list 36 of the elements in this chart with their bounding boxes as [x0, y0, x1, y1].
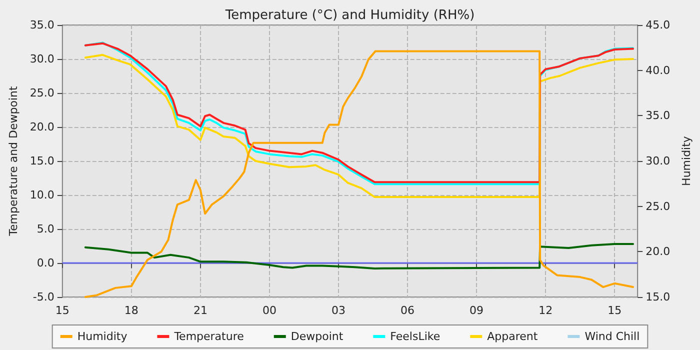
y-tick-label: 35.0	[30, 18, 54, 32]
y2-tick-label: 20.0	[646, 245, 670, 258]
legend-label: Dewpoint	[290, 330, 344, 343]
x-tick-label: 15	[55, 304, 70, 317]
y-axis-title: Temperature and Dewpoint	[7, 85, 20, 237]
legend-label: Wind Chill	[584, 330, 640, 343]
legend-label: Temperature	[173, 330, 244, 343]
y2-axis-title: Humidity	[680, 136, 693, 186]
y-tick-label: 5.0	[36, 222, 54, 236]
y2-tick-label: 35.0	[646, 109, 670, 122]
line-series	[84, 50, 634, 298]
y-tick-label: 20.0	[30, 120, 54, 134]
y2-tick-label: 45.0	[646, 18, 670, 32]
legend-label: FeelsLike	[390, 330, 440, 343]
y2-tick-label: 40.0	[646, 64, 670, 77]
x-tick-label: 15	[608, 304, 622, 317]
y-tick-label: 10.0	[30, 188, 54, 202]
line-series	[84, 242, 634, 270]
y-tick-label: 30.0	[30, 52, 54, 66]
y-tick-label: 25.0	[30, 86, 54, 100]
x-tick-label: 03	[331, 304, 346, 317]
y2-tick-label: 30.0	[646, 154, 670, 168]
x-tick-label: 18	[124, 304, 138, 317]
y2-tick-label: 15.0	[646, 290, 670, 304]
legend-label: Apparent	[487, 330, 538, 343]
chart-title: Temperature (°C) and Humidity (RH%)	[224, 8, 475, 23]
x-tick-label: 06	[400, 304, 415, 317]
y-tick-label: -5.0	[32, 290, 54, 304]
y-tick-label: 15.0	[30, 154, 54, 168]
y2-tick-label: 25.0	[646, 200, 670, 213]
x-tick-label: 12	[538, 304, 553, 317]
x-tick-label: 09	[470, 304, 484, 317]
x-tick-label: 21	[193, 304, 208, 317]
y-tick-label: 0.0	[36, 256, 54, 270]
x-tick-label: 00	[262, 304, 276, 317]
legend-label: Humidity	[77, 330, 128, 343]
